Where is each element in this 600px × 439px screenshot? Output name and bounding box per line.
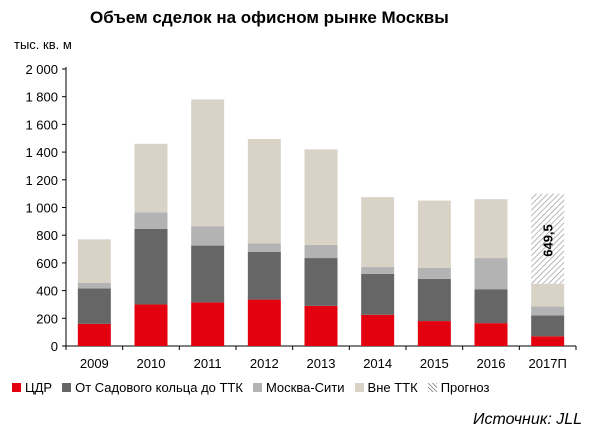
- legend-swatch: [12, 383, 21, 392]
- chart-legend: ЦДР От Садового кольца до ТТК Москва-Сит…: [12, 380, 489, 395]
- bar-segment: [531, 306, 565, 316]
- x-tick-label: 2009: [80, 356, 109, 371]
- x-tick-label: 2012: [250, 356, 279, 371]
- source-note: Источник: JLL: [473, 411, 582, 428]
- bar-segment: [531, 315, 565, 337]
- bar-segment: [304, 244, 338, 259]
- y-tick-label: 2 000: [25, 62, 58, 77]
- bar-segment: [531, 193, 565, 284]
- bar-segment: [474, 258, 508, 290]
- x-tick-label: 2013: [307, 356, 336, 371]
- legend-item: Вне ТТК: [354, 380, 418, 395]
- bar-segment: [417, 321, 451, 346]
- bar-segment: [361, 273, 395, 315]
- y-tick-label: 200: [36, 311, 58, 326]
- bar-segment: [361, 267, 395, 274]
- x-tick-label: 2014: [363, 356, 392, 371]
- chart-title: Объем сделок на офисном рынке Москвы: [90, 8, 449, 27]
- y-tick-label: 1 000: [25, 201, 58, 216]
- bar-segment: [417, 200, 451, 268]
- bar-segment: [247, 251, 281, 300]
- legend-label: ЦДР: [25, 380, 53, 395]
- bar-segment: [134, 212, 168, 229]
- bar-segment: [134, 304, 168, 346]
- legend-swatch: [62, 383, 72, 392]
- data-label: 649,5: [541, 224, 556, 257]
- x-tick-label: 2015: [420, 356, 449, 371]
- bar-segment: [417, 278, 451, 322]
- bar-segment: [77, 288, 111, 324]
- bar-segment: [361, 314, 395, 346]
- bar-segment: [247, 138, 281, 244]
- legend-label: Прогноз: [440, 380, 490, 395]
- bar-segment: [77, 239, 111, 283]
- y-tick-label: 0: [51, 339, 58, 354]
- y-axis-unit-label: тыс. кв. м: [14, 37, 72, 52]
- legend-swatch: [354, 383, 364, 392]
- bar-segment: [417, 267, 451, 279]
- bar-segment: [474, 289, 508, 324]
- bar-segment: [361, 197, 395, 268]
- y-tick-label: 400: [36, 284, 58, 299]
- y-tick-label: 1 800: [25, 90, 58, 105]
- y-tick-label: 800: [36, 228, 58, 243]
- bar-segment: [304, 258, 338, 306]
- legend-label: Москва-Сити: [265, 380, 345, 395]
- legend-item: Москва-Сити: [252, 380, 345, 395]
- bar-segment: [474, 199, 508, 259]
- bar-segment: [134, 143, 168, 213]
- legend-item: От Садового кольца до ТТК: [62, 380, 243, 395]
- bar-segment: [474, 323, 508, 346]
- y-tick-label: 600: [36, 256, 58, 271]
- y-tick-label: 1 600: [25, 117, 58, 132]
- bar-segment: [304, 305, 338, 346]
- x-tick-label: 2017П: [529, 356, 567, 371]
- bar-segment: [191, 226, 225, 246]
- bar-segment: [531, 283, 565, 307]
- bar-segment: [191, 302, 225, 346]
- legend-item: ЦДР: [12, 380, 52, 395]
- bar-segment: [191, 99, 225, 227]
- y-tick-label: 1 200: [25, 173, 58, 188]
- x-tick-label: 2011: [194, 356, 222, 371]
- bar-segment: [134, 228, 168, 305]
- bar-segment: [77, 282, 111, 289]
- legend-swatch: [252, 383, 262, 392]
- bar-segment: [247, 299, 281, 346]
- bar-segment: [531, 336, 565, 346]
- bar-segment: [247, 243, 281, 252]
- legend-label: От Садового кольца до ТТК: [75, 380, 243, 395]
- legend-swatch: [427, 383, 437, 392]
- x-tick-label: 2016: [477, 356, 506, 371]
- bar-segment: [191, 245, 225, 303]
- legend-item: Прогноз: [427, 380, 490, 395]
- bar-segment: [77, 323, 111, 346]
- bar-segment: [304, 149, 338, 245]
- y-tick-label: 1 400: [25, 145, 58, 160]
- legend-label: Вне ТТК: [367, 380, 418, 395]
- x-tick-label: 2010: [137, 356, 166, 371]
